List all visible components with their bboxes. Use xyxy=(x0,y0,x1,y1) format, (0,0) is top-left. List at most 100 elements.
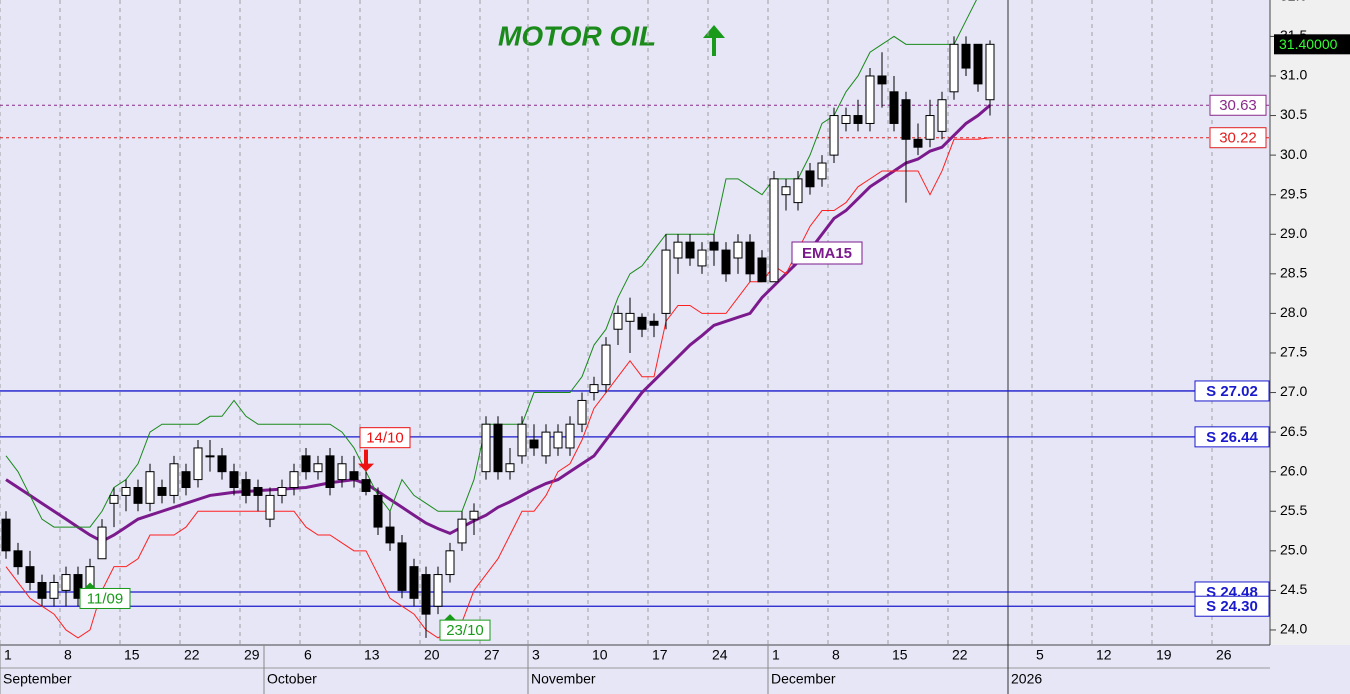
series-line xyxy=(5,137,991,639)
candle-body xyxy=(361,479,371,492)
candle-body xyxy=(625,312,635,322)
price-label: 30.22 xyxy=(1219,130,1257,147)
series-label: EMA15 xyxy=(802,245,852,262)
x-tick-label: 17 xyxy=(652,647,668,663)
candle-body xyxy=(61,574,71,591)
candle-body xyxy=(181,471,191,489)
candle-body xyxy=(985,43,995,101)
candle-body xyxy=(289,471,299,489)
level-label-box xyxy=(1194,380,1270,402)
annotation-label: 23/10 xyxy=(446,622,484,639)
x-tick-label: 1 xyxy=(772,647,780,663)
x-tick-label: 20 xyxy=(424,647,440,663)
x-tick-label: 19 xyxy=(1156,647,1172,663)
candle-body xyxy=(685,241,695,259)
candle-body xyxy=(337,463,347,481)
x-tick-label: 27 xyxy=(484,647,500,663)
y-tick-label: 27.0 xyxy=(1280,383,1307,399)
candle-body xyxy=(493,423,503,473)
last-price-box xyxy=(1274,34,1350,55)
x-tick-label: 10 xyxy=(592,647,608,663)
candle-body xyxy=(373,494,383,528)
candle-body xyxy=(565,423,575,449)
candle-body xyxy=(13,550,23,568)
candle-body xyxy=(721,249,731,275)
candle-body xyxy=(829,115,839,156)
candle-body xyxy=(445,550,455,576)
candle-body xyxy=(481,423,491,473)
x-tick-label: 22 xyxy=(952,647,968,663)
candle-body xyxy=(505,463,515,473)
level-label: S 27.02 xyxy=(1206,383,1258,400)
y-tick-label: 25.5 xyxy=(1280,502,1307,518)
y-tick-label: 30.5 xyxy=(1280,106,1307,122)
annotation-box xyxy=(439,619,491,641)
x-tick-label: 13 xyxy=(364,647,380,663)
candle-body xyxy=(169,463,179,496)
candle-body xyxy=(433,574,443,607)
candle-body xyxy=(157,487,167,496)
candle-body xyxy=(25,566,35,583)
candle-body xyxy=(133,487,143,504)
candle-body xyxy=(421,574,431,615)
candle-body xyxy=(217,455,227,473)
y-tick-label: 26.5 xyxy=(1280,423,1307,439)
candle-body xyxy=(109,494,119,504)
candle-body xyxy=(301,455,311,473)
chart-title: MOTOR OIL xyxy=(498,20,656,51)
candle-body xyxy=(577,399,587,425)
candle-body xyxy=(145,471,155,504)
candle-body xyxy=(229,471,239,489)
candle-body xyxy=(733,241,743,259)
candle-body xyxy=(805,170,815,188)
month-label: November xyxy=(531,671,596,687)
candle-body xyxy=(601,344,611,386)
y-tick-label: 32.0 xyxy=(1280,0,1307,4)
x-tick-label: 15 xyxy=(124,647,140,663)
plot-area xyxy=(0,0,1270,645)
candle-body xyxy=(517,423,527,457)
candle-body xyxy=(205,455,215,458)
annotation-label: 11/09 xyxy=(87,590,123,607)
candle-body xyxy=(661,249,671,314)
x-tick-label: 6 xyxy=(304,647,312,663)
candle-body xyxy=(589,384,599,394)
last-price-label: 31.40000 xyxy=(1279,36,1338,52)
y-tick-label: 28.5 xyxy=(1280,265,1307,281)
candle-body xyxy=(409,566,419,599)
level-label-box xyxy=(1194,426,1270,448)
x-tick-label: 12 xyxy=(1096,647,1112,663)
month-label: October xyxy=(267,671,317,687)
y-tick-label: 24.0 xyxy=(1280,621,1307,637)
candle-body xyxy=(757,257,767,283)
candle-body xyxy=(253,487,263,496)
candle-body xyxy=(877,75,887,85)
candle-body xyxy=(97,526,107,560)
candle-body xyxy=(241,479,251,496)
level-label: S 26.44 xyxy=(1206,429,1258,446)
candle-body xyxy=(553,431,563,449)
x-tick-label: 1 xyxy=(4,647,12,663)
candle-body xyxy=(49,581,59,599)
candle-body xyxy=(73,574,83,599)
candle-body xyxy=(529,439,539,449)
candle-body xyxy=(673,241,683,259)
y-tick-label: 29.5 xyxy=(1280,185,1307,201)
candle-body xyxy=(313,463,323,473)
candle-body xyxy=(973,43,983,85)
candle-body xyxy=(613,312,623,330)
y-tick-label: 27.5 xyxy=(1280,344,1307,360)
x-tick-label: 15 xyxy=(892,647,908,663)
candle-body xyxy=(385,526,395,544)
month-label: September xyxy=(3,671,72,687)
price-label: 30.63 xyxy=(1219,97,1257,114)
series-label-box xyxy=(791,241,863,265)
x-tick-label: 29 xyxy=(244,647,260,663)
price-label-box xyxy=(1209,94,1267,116)
series-line xyxy=(5,104,991,544)
y-tick-label: 25.0 xyxy=(1280,542,1307,558)
x-tick-label: 3 xyxy=(532,647,540,663)
candle-body xyxy=(397,542,407,591)
candle-body xyxy=(949,43,959,93)
